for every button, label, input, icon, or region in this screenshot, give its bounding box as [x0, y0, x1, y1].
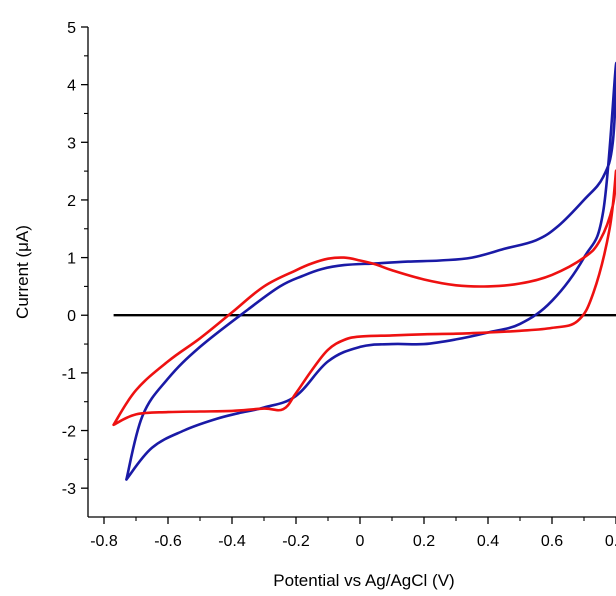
y-tick-label: 1 — [67, 251, 76, 268]
y-ticks: -3 -2 -1 0 1 2 3 4 5 — [62, 20, 88, 498]
y-axis-title: Current (μA) — [13, 225, 32, 319]
y-tick-label: -3 — [62, 481, 76, 498]
series-line-blue — [125, 61, 616, 481]
series-layer — [112, 61, 616, 481]
x-ticks: -0.8 -0.6 -0.4 -0.2 0 0.2 0.4 0.6 0.8 — [90, 517, 616, 550]
x-tick-label: -0.8 — [90, 533, 118, 550]
y-tick-label: 2 — [67, 193, 76, 210]
x-axis-title: Potential vs Ag/AgCl (V) — [273, 571, 454, 590]
x-tick-label: -0.4 — [218, 533, 246, 550]
x-tick-label: -0.2 — [282, 533, 310, 550]
y-tick-label: 4 — [67, 78, 76, 95]
y-tick-label: 5 — [67, 20, 76, 37]
y-tick-label: -2 — [62, 424, 76, 441]
y-tick-label: 3 — [67, 135, 76, 152]
y-tick-label: -1 — [62, 366, 76, 383]
series-line-red — [112, 169, 616, 427]
x-tick-label: 0.6 — [541, 533, 563, 550]
x-tick-label: 0.2 — [413, 533, 435, 550]
x-tick-label: -0.6 — [154, 533, 182, 550]
x-tick-label: 0 — [356, 533, 365, 550]
axes: -3 -2 -1 0 1 2 3 4 5 -0.8 -0.6 -0.4 -0.2 0 0.2 0.4 0.6 0… — [62, 20, 616, 550]
x-tick-label: 0.4 — [477, 533, 499, 550]
y-tick-label: 0 — [67, 308, 76, 325]
x-tick-label: 0.8 — [605, 533, 616, 550]
